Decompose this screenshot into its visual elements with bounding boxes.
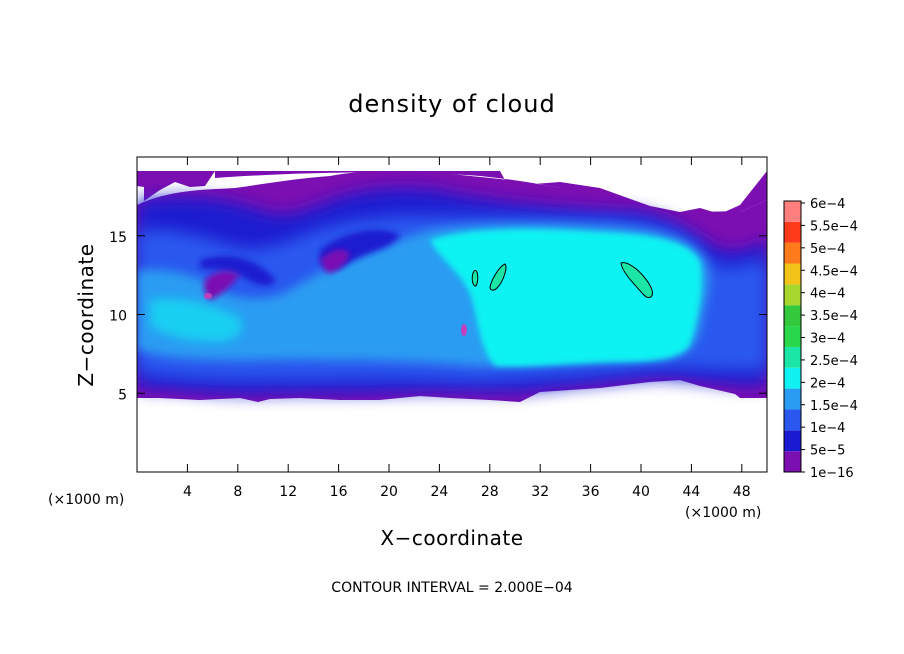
colorbar-swatch <box>784 367 801 389</box>
chart-title: density of cloud <box>348 90 555 118</box>
colorbar-swatch <box>784 242 801 264</box>
colorbar-label: 1.5e−4 <box>810 399 858 414</box>
swirl-purple-2 <box>320 249 350 273</box>
y-unit-label: (×1000 m) <box>48 492 124 508</box>
contour-2 <box>489 263 507 291</box>
colorbar-swatch <box>784 305 801 327</box>
colorbar-label: 4e−4 <box>810 287 845 302</box>
colorbar-swatch <box>784 326 801 347</box>
colorbar-swatch <box>784 409 801 431</box>
density-2e-4-core <box>430 229 702 367</box>
x-tick-label: 36 <box>582 484 600 500</box>
x-tick-label: 28 <box>481 484 499 500</box>
x-tick-label: 44 <box>682 484 700 500</box>
colorbar-label: 1e−4 <box>810 421 845 436</box>
colorbar-label: 4.5e−4 <box>810 264 858 279</box>
x-tick-label: 40 <box>632 484 650 500</box>
colorbar-label: 5e−4 <box>810 242 845 257</box>
colorbar-swatch <box>784 430 801 452</box>
contour-lines <box>471 262 653 298</box>
colorbar-label: 3.5e−4 <box>810 309 858 324</box>
y-ticks: 5 10 15 <box>109 230 767 403</box>
colorbar-label: 6e−4 <box>810 197 845 212</box>
colorbar-label: 5e−5 <box>810 444 845 459</box>
x-tick-label: 12 <box>279 484 297 500</box>
colorbar: 1e−16 5e−5 1e−4 1.5e−4 2e−4 2.5e−4 3e−4 3.5e−4 4… <box>783 197 858 481</box>
colorbar-swatch <box>784 388 801 410</box>
x-unit-label: (×1000 m) <box>685 505 761 521</box>
colorbar-swatch <box>784 346 801 368</box>
x-tick-label: 16 <box>330 484 348 500</box>
pink-spot-1 <box>204 293 212 299</box>
y-tick-label: 10 <box>109 309 127 325</box>
x-tick-label: 20 <box>380 484 398 500</box>
colorbar-swatch <box>784 201 801 222</box>
y-axis-label: Z−coordinate <box>74 243 98 386</box>
x-tick-label: 32 <box>531 484 549 500</box>
colorbar-label: 1e−16 <box>810 466 854 481</box>
swirl-dark-1 <box>200 256 275 286</box>
colorbar-swatch <box>784 221 801 243</box>
colorbar-label: 5.5e−4 <box>810 219 858 234</box>
x-axis-label: X−coordinate <box>380 526 523 550</box>
density-field <box>137 171 767 402</box>
y-tick-label: 15 <box>109 230 127 246</box>
contour-1 <box>471 270 479 287</box>
colorbar-swatch <box>784 284 801 306</box>
pink-spot-2 <box>461 324 467 336</box>
x-ticks: 4 8 12 16 20 24 28 32 36 40 44 48 <box>183 157 751 500</box>
cloud-layer-top <box>215 171 767 215</box>
x-tick-label: 8 <box>233 484 242 500</box>
y-tick-label: 5 <box>118 387 127 403</box>
colorbar-frame <box>783 200 802 473</box>
colorbar-swatch <box>784 263 801 285</box>
x-tick-label: 48 <box>733 484 751 500</box>
colorbar-label: 2e−4 <box>810 376 845 391</box>
contour-3 <box>620 262 653 298</box>
x-tick-label: 4 <box>183 484 192 500</box>
x-tick-label: 24 <box>430 484 448 500</box>
density-2e-4-left <box>150 298 243 342</box>
contour-interval-note: CONTOUR INTERVAL = 2.000E−04 <box>331 580 572 596</box>
colorbar-swatch <box>784 451 801 472</box>
colorbar-label: 3e−4 <box>810 332 845 347</box>
swirl-purple-1 <box>204 270 240 300</box>
colorbar-label: 2.5e−4 <box>810 354 858 369</box>
